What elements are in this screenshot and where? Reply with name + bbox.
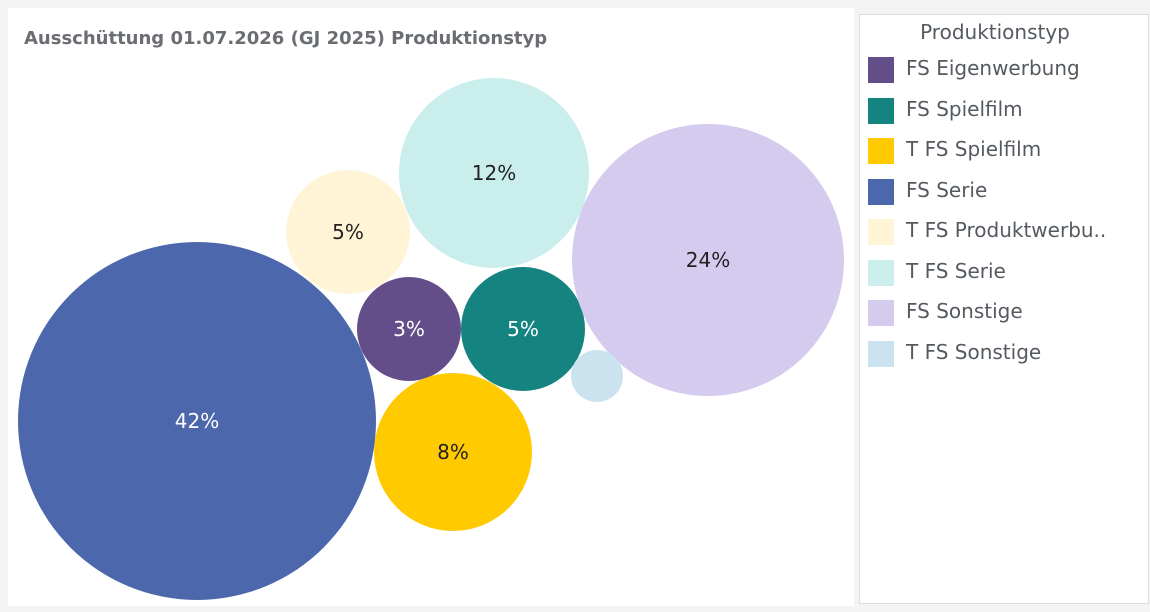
legend-label: FS Spielfilm [906, 96, 1023, 121]
bubble-chart: 3% 5% 8% 42% 5% 12% 24% [18, 78, 844, 600]
legend-swatch [868, 300, 894, 326]
legend-label: T FS Spielfilm [906, 137, 1042, 161]
legend-swatch [868, 340, 894, 367]
bubble-label-t-fs-serie: 12% [472, 161, 516, 185]
legend-swatch [868, 97, 894, 124]
bubble-label-fs-serie: 42% [175, 409, 219, 433]
bubble-fs-spielfilm[interactable] [461, 267, 585, 391]
legend-item-fs-spielfilm[interactable]: FS Spielfilm [868, 97, 1150, 127]
legend-swatch [868, 259, 894, 286]
bubble-label-fs-spielfilm: 5% [507, 317, 539, 341]
bubble-fs-sonstige[interactable] [572, 124, 844, 396]
legend-item-fs-sonstige[interactable]: FS Sonstige [868, 299, 1150, 329]
chart-panel: 3% 5% 8% 42% 5% 12% 24% Ausschüttung 01.07.202… [8, 8, 854, 606]
legend-item-t-fs-serie[interactable]: T FS Serie [868, 259, 1150, 289]
bubble-label-fs-eigenwerbung: 3% [393, 317, 425, 341]
legend-label: FS Sonstige [906, 299, 1023, 323]
legend-label: T FS Sonstige [906, 339, 1042, 364]
legend-swatch [868, 219, 894, 245]
bubble-fs-serie[interactable] [18, 242, 376, 600]
bubble-t-fs-sonstige[interactable] [571, 350, 623, 402]
bubble-label-t-fs-produktwerbu: 5% [332, 220, 364, 244]
legend-swatch [868, 57, 894, 83]
legend-title: Produktionstyp [920, 20, 1070, 44]
bubble-t-fs-serie[interactable] [399, 78, 589, 268]
legend-label: T FS Produktwerbu.. [906, 218, 1107, 242]
legend: Produktionstyp FS Eigenwerbung FS Spielfi… [859, 14, 1149, 604]
legend-label: T FS Serie [906, 258, 1006, 283]
legend-swatch [868, 178, 894, 205]
bubble-label-fs-sonstige: 24% [686, 248, 730, 272]
bubble-fs-eigenwerbung[interactable] [357, 277, 461, 381]
legend-item-t-fs-produktwerbu[interactable]: T FS Produktwerbu.. [868, 218, 1150, 248]
legend-label: FS Serie [906, 177, 988, 202]
legend-item-fs-eigenwerbung[interactable]: FS Eigenwerbung [868, 56, 1150, 86]
bubble-label-t-fs-spielfilm: 8% [437, 440, 469, 464]
legend-item-t-fs-spielfilm[interactable]: T FS Spielfilm [868, 137, 1150, 167]
legend-item-fs-serie[interactable]: FS Serie [868, 178, 1150, 208]
chart-title: Ausschüttung 01.07.2026 (GJ 2025) Produk… [24, 28, 548, 49]
bubble-t-fs-produktwerbu[interactable] [286, 170, 410, 294]
legend-item-t-fs-sonstige[interactable]: T FS Sonstige [868, 340, 1150, 370]
legend-label: FS Eigenwerbung [906, 56, 1080, 80]
bubble-t-fs-spielfilm[interactable] [374, 373, 532, 531]
legend-swatch [868, 138, 894, 164]
